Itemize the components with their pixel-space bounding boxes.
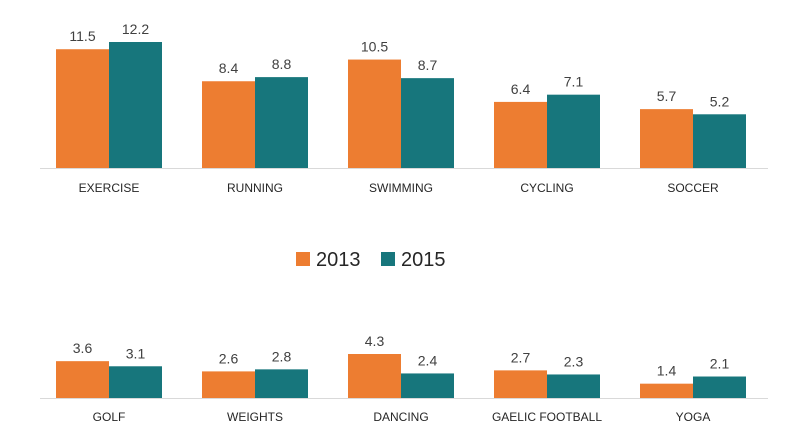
top-value-label-running-2015: 8.8 xyxy=(272,56,292,72)
legend-label-2015: 2015 xyxy=(401,249,446,271)
bottom-bar-gaelic-football-2015 xyxy=(547,374,600,398)
chart-legend: 2013 2015 xyxy=(296,249,446,271)
bottom-bar-yoga-2013 xyxy=(640,383,693,398)
bottom-value-label-yoga-2013: 1.4 xyxy=(657,363,677,379)
bottom-value-label-gaelic-football-2015: 2.3 xyxy=(564,353,584,369)
top-category-label-soccer: SOCCER xyxy=(667,181,719,195)
bottom-value-label-golf-2013: 3.6 xyxy=(73,340,93,356)
bottom-bar-gaelic-football-2013 xyxy=(494,370,547,398)
bottom-category-label-weights: WEIGHTS xyxy=(227,410,283,424)
top-bar-running-2015 xyxy=(255,77,308,168)
top-value-label-swimming-2015: 8.7 xyxy=(418,57,438,73)
top-bar-running-2013 xyxy=(202,81,255,168)
legend-swatch-2013 xyxy=(296,252,310,266)
bottom-bar-weights-2015 xyxy=(255,369,308,398)
top-value-label-exercise-2015: 12.2 xyxy=(122,21,149,37)
bottom-bar-dancing-2015 xyxy=(401,373,454,398)
bottom-bar-golf-2013 xyxy=(56,361,109,398)
bottom-category-label-dancing: DANCING xyxy=(373,410,428,424)
top-bar-cycling-2013 xyxy=(494,101,547,168)
top-bar-swimming-2015 xyxy=(401,78,454,168)
top-category-label-running: RUNNING xyxy=(227,181,283,195)
bottom-category-label-gaelic-football: GAELIC FOOTBALL xyxy=(492,410,602,424)
legend-swatch-2015 xyxy=(381,252,395,266)
top-category-label-cycling: CYCLING xyxy=(520,181,573,195)
bottom-category-label-golf: GOLF xyxy=(93,410,126,424)
top-value-label-soccer-2015: 5.2 xyxy=(710,93,730,109)
top-bar-exercise-2015 xyxy=(109,42,162,168)
bottom-value-label-gaelic-football-2013: 2.7 xyxy=(511,349,531,365)
bottom-bar-yoga-2015 xyxy=(693,376,746,398)
top-bar-cycling-2015 xyxy=(547,94,600,168)
bottom-bar-chart: 3.6 3.1 GOLF 2.6 2.8 WEIGHTS 4.3 2.4 DANCING 2.7 2… xyxy=(40,333,768,424)
bottom-value-label-golf-2015: 3.1 xyxy=(126,345,146,361)
bottom-bar-dancing-2013 xyxy=(348,354,401,398)
bottom-value-label-weights-2015: 2.8 xyxy=(272,348,292,364)
top-bar-chart: 11.5 12.2 EXERCISE 8.4 8.8 RUNNING 10.5 8.7 SWIM… xyxy=(40,21,768,195)
bottom-value-label-yoga-2015: 2.1 xyxy=(710,356,730,372)
bottom-bar-golf-2015 xyxy=(109,366,162,398)
top-bar-soccer-2015 xyxy=(693,114,746,168)
bottom-value-label-dancing-2015: 2.4 xyxy=(418,352,438,368)
bottom-category-label-yoga: YOGA xyxy=(676,410,711,424)
top-value-label-running-2013: 8.4 xyxy=(219,60,239,76)
legend-label-2013: 2013 xyxy=(316,249,361,271)
top-bar-exercise-2013 xyxy=(56,49,109,168)
top-bar-soccer-2013 xyxy=(640,109,693,168)
top-bar-swimming-2013 xyxy=(348,59,401,169)
bottom-value-label-weights-2013: 2.6 xyxy=(219,350,239,366)
top-value-label-cycling-2015: 7.1 xyxy=(564,74,584,90)
top-category-label-exercise: EXERCISE xyxy=(79,181,140,195)
top-value-label-swimming-2013: 10.5 xyxy=(361,39,388,55)
bottom-value-label-dancing-2013: 4.3 xyxy=(365,333,385,349)
top-value-label-cycling-2013: 6.4 xyxy=(511,81,531,97)
top-value-label-soccer-2013: 5.7 xyxy=(657,88,677,104)
top-category-label-swimming: SWIMMING xyxy=(369,181,433,195)
top-value-label-exercise-2013: 11.5 xyxy=(69,28,95,44)
bottom-bar-weights-2013 xyxy=(202,371,255,398)
